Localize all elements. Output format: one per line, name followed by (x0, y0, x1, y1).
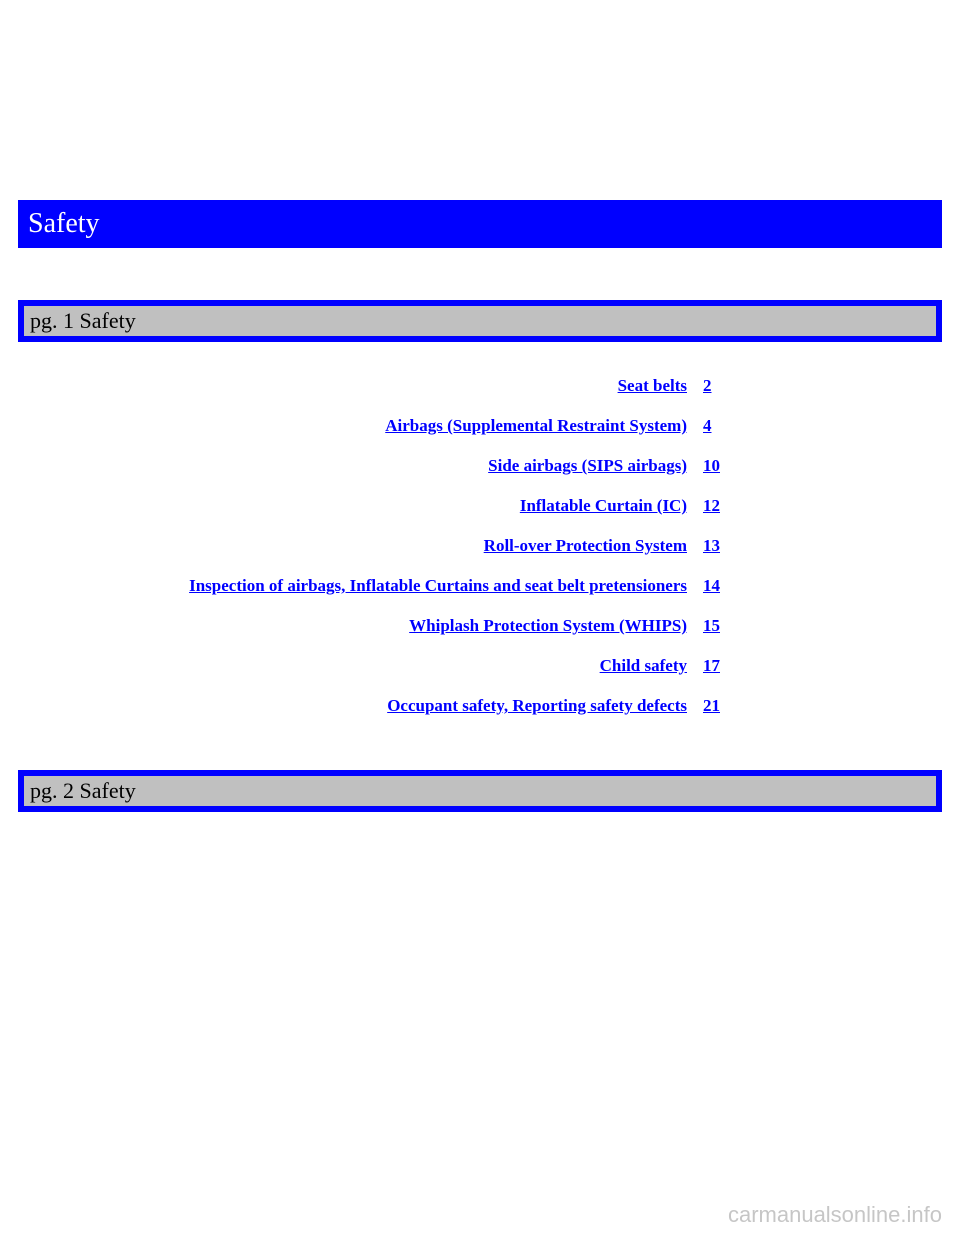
table-row: Inspection of airbags, Inflatable Curtai… (181, 566, 728, 606)
toc-link-rollover[interactable]: Roll-over Protection System (484, 536, 687, 555)
toc-table: Seat belts 2 Airbags (Supplemental Restr… (181, 366, 728, 726)
table-row: Child safety 17 (181, 646, 728, 686)
sub-bar-1: pg. 1 Safety (18, 300, 942, 342)
title-text: Safety (24, 206, 936, 242)
table-row: Airbags (Supplemental Restraint System) … (181, 406, 728, 446)
table-row: Side airbags (SIPS airbags) 10 (181, 446, 728, 486)
table-row: Inflatable Curtain (IC) 12 (181, 486, 728, 526)
toc-link-whips[interactable]: Whiplash Protection System (WHIPS) (409, 616, 687, 635)
toc-page-link[interactable]: 4 (703, 416, 712, 435)
table-row: Occupant safety, Reporting safety defect… (181, 686, 728, 726)
table-row: Seat belts 2 (181, 366, 728, 406)
toc-page-link[interactable]: 2 (703, 376, 712, 395)
sub-bar-1-text: pg. 1 Safety (24, 306, 936, 336)
toc-link-airbags[interactable]: Airbags (Supplemental Restraint System) (385, 416, 687, 435)
sub-bar-2-text: pg. 2 Safety (24, 776, 936, 806)
page-content: Safety pg. 1 Safety Seat belts 2 Airbags… (0, 0, 960, 812)
toc-link-inspection[interactable]: Inspection of airbags, Inflatable Curtai… (189, 576, 687, 595)
toc-link-side-airbags[interactable]: Side airbags (SIPS airbags) (488, 456, 687, 475)
sub-bar-2: pg. 2 Safety (18, 770, 942, 812)
toc-page-link[interactable]: 15 (703, 616, 720, 635)
title-bar: Safety (18, 200, 942, 248)
table-row: Roll-over Protection System 13 (181, 526, 728, 566)
toc-link-occupant-safety[interactable]: Occupant safety, Reporting safety defect… (387, 696, 687, 715)
table-row: Whiplash Protection System (WHIPS) 15 (181, 606, 728, 646)
watermark: carmanualsonline.info (728, 1202, 942, 1228)
toc-page-link[interactable]: 14 (703, 576, 720, 595)
toc-page-link[interactable]: 21 (703, 696, 720, 715)
toc-page-link[interactable]: 17 (703, 656, 720, 675)
toc-page-link[interactable]: 13 (703, 536, 720, 555)
toc-page-link[interactable]: 10 (703, 456, 720, 475)
toc-link-child-safety[interactable]: Child safety (600, 656, 687, 675)
toc-page-link[interactable]: 12 (703, 496, 720, 515)
toc-link-inflatable-curtain[interactable]: Inflatable Curtain (IC) (520, 496, 687, 515)
toc-link-seat-belts[interactable]: Seat belts (618, 376, 687, 395)
